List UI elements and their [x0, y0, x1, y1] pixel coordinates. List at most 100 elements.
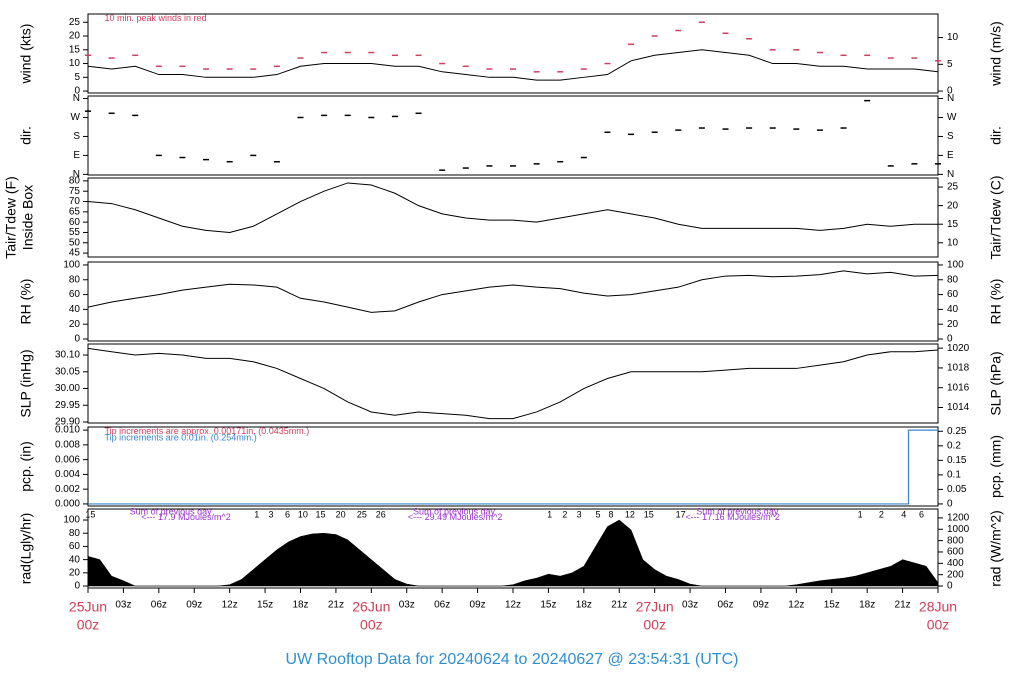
- y2-tick-label: 1200: [947, 513, 970, 524]
- y2-tick-label: 0: [947, 86, 953, 97]
- y2-tick-label: N: [947, 169, 954, 180]
- x-tick-label: 09z: [753, 600, 769, 611]
- x-tick-label: 21z: [895, 600, 911, 611]
- x-tick-label: 09z: [470, 600, 486, 611]
- y-axis-label: Inside Box: [20, 185, 36, 250]
- y-tick-label: 0.004: [55, 469, 80, 480]
- x-tick-label: 12z: [788, 600, 804, 611]
- y-tick-label: 0.010: [55, 425, 80, 436]
- x-tick-label: 21z: [611, 600, 627, 611]
- y2-tick-label: 0: [947, 499, 953, 510]
- hour-mark: 1: [254, 509, 259, 519]
- y-axis-label: Tair/Tdew (F): [3, 176, 19, 258]
- y2-tick-label: 200: [947, 569, 964, 580]
- day-label: 25Jun: [69, 599, 107, 615]
- y2-tick-label: 0.05: [947, 484, 967, 495]
- y-tick-label: 45: [69, 248, 81, 259]
- y-tick-label: 15: [69, 44, 81, 55]
- y-tick-label: 60: [69, 541, 81, 552]
- y2-tick-label: 0.15: [947, 455, 967, 466]
- y-tick-label: 0: [74, 334, 80, 345]
- annotation: 10 min. peak winds in red: [105, 13, 207, 23]
- hour-mark: 12: [625, 509, 635, 519]
- data-line: [87, 270, 939, 313]
- y-tick-label: 29.95: [55, 400, 80, 411]
- y2-tick-label: W: [947, 112, 957, 123]
- y-tick-label: N: [73, 169, 80, 180]
- y2-tick-label: 1018: [947, 363, 970, 374]
- y2-axis-label: wind (m/s): [988, 21, 1004, 87]
- y2-tick-label: 0: [947, 581, 953, 592]
- annotation: <--- 17.9 MJoules/m^2: [141, 512, 231, 522]
- hour-mark: 6: [919, 509, 924, 519]
- x-tick-label: 12z: [222, 600, 238, 611]
- day-label: 26Jun: [352, 599, 390, 615]
- y-tick-label: W: [71, 112, 81, 123]
- y2-axis-label: Tair/Tdew (C): [988, 175, 1004, 259]
- hour-mark: 3: [268, 509, 273, 519]
- y-tick-label: 30.00: [55, 383, 80, 394]
- annotation: Sum of previous day: [696, 506, 779, 516]
- y-tick-label: 55: [69, 227, 81, 238]
- y-tick-label: 29.90: [55, 417, 80, 428]
- y-tick-label: 100: [63, 260, 80, 271]
- hour-mark: 25: [357, 509, 367, 519]
- x-tick-label: 12z: [505, 600, 521, 611]
- panel-frame: [87, 95, 939, 176]
- annotation: <--- 17.16 MJoules/m^2: [685, 512, 780, 522]
- x-tick-label: 03z: [682, 600, 698, 611]
- y-tick-label: 20: [69, 319, 81, 330]
- y-tick-label: S: [73, 131, 80, 142]
- x-tick-label: 06z: [434, 600, 450, 611]
- x-tick-label: 15z: [257, 600, 273, 611]
- y2-tick-label: 1000: [947, 524, 970, 535]
- annotation: Sum of previous day: [130, 506, 213, 516]
- hour-mark: 8: [608, 509, 613, 519]
- y2-tick-label: 800: [947, 535, 964, 546]
- data-line: [87, 182, 938, 233]
- hour-mark: 15: [316, 509, 326, 519]
- x-tick-label: 09z: [186, 600, 202, 611]
- y-tick-label: 10: [69, 58, 81, 69]
- y2-axis-label: RH (%): [988, 279, 1004, 325]
- y2-axis-label: pcp. (mm): [988, 435, 1004, 498]
- y-tick-label: 0.000: [55, 499, 80, 510]
- hour-mark: 5: [595, 509, 600, 519]
- y-tick-label: 80: [69, 528, 81, 539]
- hour-mark: 26: [376, 509, 386, 519]
- y2-tick-label: 0.25: [947, 426, 967, 437]
- y-axis-label: wind (kts): [18, 24, 34, 85]
- data-line: [87, 49, 939, 81]
- y2-tick-label: 25: [947, 182, 959, 193]
- data-line: [87, 347, 939, 420]
- hour-mark: 1: [858, 509, 863, 519]
- x-tick-label: 00z: [927, 617, 950, 633]
- y2-tick-label: E: [947, 150, 954, 161]
- annotation: Sum of previous day: [413, 506, 496, 516]
- y2-axis-label: rad (W/m^2): [988, 510, 1004, 587]
- hour-mark: 2: [879, 509, 884, 519]
- hour-mark: 17: [676, 509, 686, 519]
- hour-mark: 10: [298, 509, 308, 519]
- y2-tick-label: 600: [947, 547, 964, 558]
- y2-tick-label: S: [947, 131, 954, 142]
- y2-tick-label: 15: [947, 219, 959, 230]
- y-tick-label: 0.002: [55, 484, 80, 495]
- y-tick-label: 0: [74, 581, 80, 592]
- y-tick-label: 0.006: [55, 454, 80, 465]
- panel-frame: [87, 177, 939, 258]
- y2-tick-label: 0.2: [947, 440, 961, 451]
- y2-tick-label: 1016: [947, 382, 970, 393]
- day-label: 27Jun: [636, 599, 674, 615]
- hour-mark: 15: [644, 509, 654, 519]
- y-axis-label: RH (%): [18, 279, 34, 325]
- y2-tick-label: 1014: [947, 402, 970, 413]
- x-tick-label: 00z: [643, 617, 666, 633]
- data-line: [88, 429, 938, 505]
- y-tick-label: 75: [69, 186, 81, 197]
- annotation: Tip increments are 0.01in. (0.254mm.): [105, 433, 257, 443]
- y-tick-label: 25: [69, 17, 81, 28]
- y2-tick-label: 100: [947, 260, 964, 271]
- y2-tick-label: N: [947, 93, 954, 104]
